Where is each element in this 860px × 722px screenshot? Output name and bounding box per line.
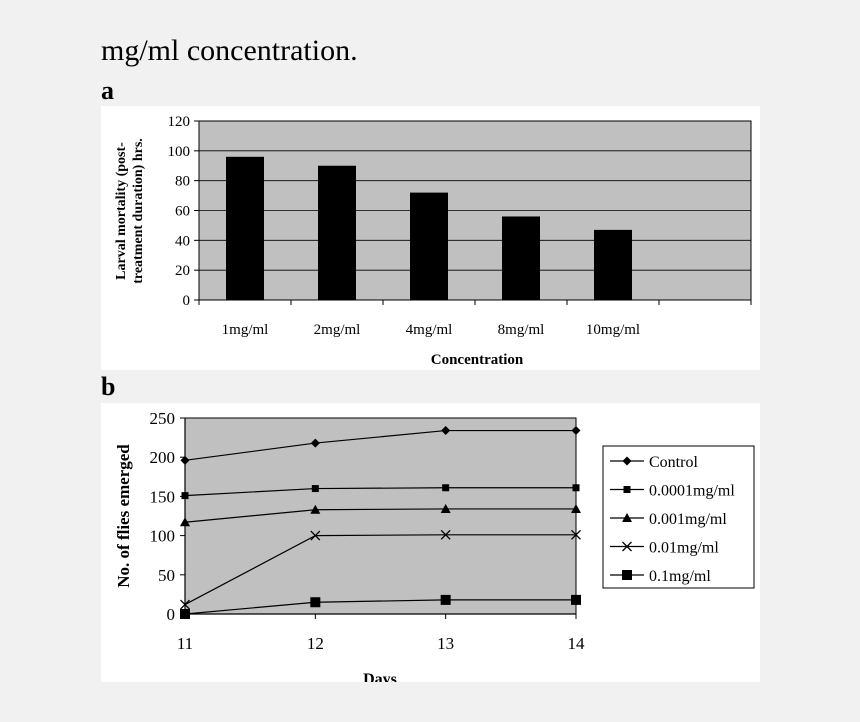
y-axis-title: Larval mortality (post-treatment duratio… [114,138,146,284]
marker-big-square [310,597,321,608]
marker-diamond [310,438,320,448]
marker-big-square [180,609,190,619]
x-tick-label: 4mg/ml [406,322,453,338]
chart-panel-b: 0 50 100 150 200 250 11 12 13 14 Days No. of flies … [101,403,760,682]
x-tick-label: 1mg/ml [222,322,269,338]
bar [410,192,448,300]
legend-label: 0.01mg/ml [649,540,719,557]
series-line [184,599,576,615]
series-line [184,508,576,523]
bar [318,165,356,300]
chart-panel-a: 0 20 40 60 80 100 120 1mg/ml 2mg/ml 4mg/ml 8mg/ml 1… [101,106,760,370]
marker-big-square [622,570,632,580]
y-tick-label: 40 [175,233,190,249]
marker-square [572,484,580,492]
marker-diamond [180,455,190,465]
x-tick-label: 10mg/ml [586,322,640,338]
y-tick-label: 150 [150,487,176,506]
marker-diamond [571,426,581,436]
series-line [184,534,576,606]
series-line [184,487,576,497]
y-tick-label: 20 [175,263,190,279]
marker-diamond [622,456,632,466]
legend-label: 0.001mg/ml [649,511,727,528]
y-tick-label: 80 [175,174,190,190]
x-tick-label: 8mg/ml [498,322,545,338]
series-group [180,503,581,527]
y-tick-label: 50 [158,566,175,585]
bar-chart: 0 20 40 60 80 100 120 1mg/ml 2mg/ml 4mg/ml 8mg/ml 1… [114,114,752,368]
marker-triangle [440,503,451,513]
panel-label-a: a [101,76,114,105]
marker-triangle [571,503,581,513]
y-tick-label: 100 [168,144,191,160]
marker-triangle [180,517,190,527]
bar [502,216,540,300]
marker-square [181,492,189,500]
marker-square [311,485,319,493]
series-line [184,429,576,461]
legend-label: Control [649,454,698,471]
bar [594,229,632,300]
y-tick-label: 120 [168,114,191,130]
panel-label-b: b [101,372,116,401]
y-axis-title-line: Larval mortality (post- [114,142,129,280]
marker-x [180,599,190,610]
x-tick-label: 2mg/ml [314,322,361,338]
y-tick-label: 250 [150,409,176,428]
marker-x [440,529,451,540]
marker-triangle [622,513,632,522]
y-tick-label: 0 [183,293,191,309]
marker-x [571,529,581,540]
x-tick-label: 11 [177,634,193,653]
legend-label: 0.1mg/ml [649,568,711,585]
line-chart: 0 50 100 150 200 250 11 12 13 14 Days No. of flies … [114,409,755,682]
marker-big-square [571,594,581,605]
x-axis-title: Days [363,671,397,682]
series-group [180,426,581,465]
marker-square [623,486,631,493]
y-axis-title-line: treatment duration) hrs. [131,138,146,284]
x-tick-label: 14 [568,634,586,653]
y-tick-label: 100 [150,527,176,546]
marker-square [442,484,450,492]
marker-triangle [310,504,321,514]
x-axis-title: Concentration [431,352,524,368]
marker-diamond [441,426,451,436]
plot-area [184,417,577,615]
y-tick-label: 200 [150,448,176,467]
x-tick-label: 13 [437,634,454,653]
bar [226,156,264,300]
marker-x [622,541,632,552]
y-tick-label: 60 [175,204,190,220]
x-tick-label: 12 [307,634,324,653]
figure-caption: mg/ml concentration. [101,34,358,67]
marker-x [310,530,321,541]
series-group [181,484,580,500]
series-group [180,529,581,610]
series-group [180,594,581,619]
y-axis-title: No. of flies emerged [114,444,133,588]
legend-label: 0.0001mg/ml [649,483,735,500]
marker-big-square [440,594,451,605]
y-tick-label: 0 [167,605,176,624]
